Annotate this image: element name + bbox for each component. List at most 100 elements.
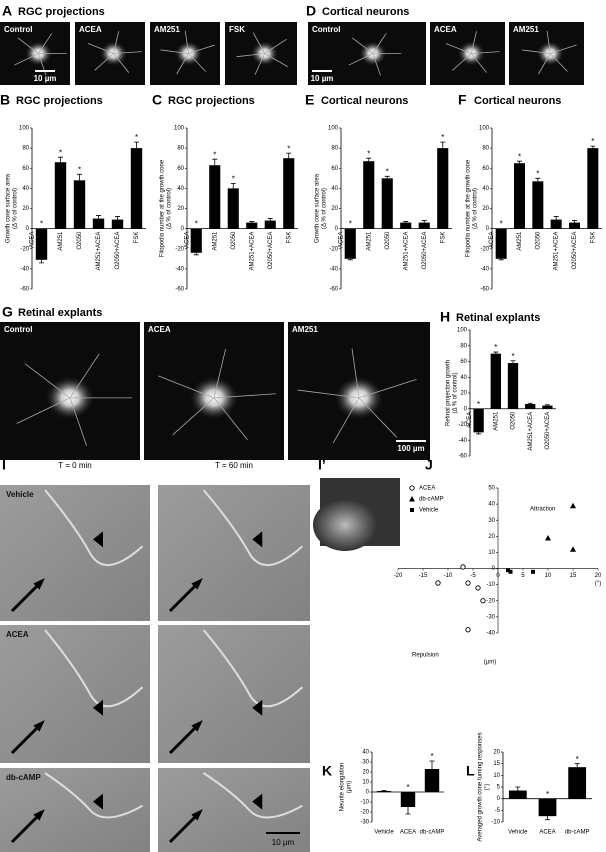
- neurite: [188, 44, 215, 54]
- y-tick-label: 100: [457, 328, 468, 334]
- neurite: [176, 53, 189, 75]
- column-header: T = 0 min: [58, 461, 91, 470]
- error-bar: [510, 360, 516, 364]
- y-tick-label: -10: [491, 820, 500, 826]
- scale-label: 100 µm: [397, 444, 424, 453]
- scale-label: 10 µm: [272, 838, 295, 847]
- y-tick-label: 60: [482, 166, 489, 172]
- error-bar: [403, 221, 409, 223]
- bar: [400, 222, 412, 229]
- image-label: ACEA: [434, 25, 457, 34]
- bar: [54, 162, 67, 229]
- neurite: [160, 49, 189, 54]
- error-bar: [267, 218, 273, 221]
- y-axis-label: (µm): [484, 660, 496, 666]
- y-axis-label: (Δ % of control): [322, 188, 328, 229]
- neurite: [452, 53, 472, 71]
- point: [545, 534, 551, 541]
- neurite: [332, 397, 360, 444]
- neurite: [549, 53, 568, 72]
- x-tick-label: O2050: [231, 231, 237, 250]
- y-tick-label: 80: [22, 146, 29, 152]
- panel-title: Retinal explants: [18, 307, 102, 319]
- x-tick-label: AM251+ACEA: [96, 232, 102, 271]
- image-label: AM251: [513, 25, 539, 34]
- x-tick-label: AM251+ACEA: [403, 232, 409, 271]
- error-bar: [515, 786, 521, 791]
- significance: *: [430, 752, 433, 761]
- y-tick-label: 15: [493, 761, 500, 767]
- y-tick-label: -40: [458, 438, 467, 444]
- significance: *: [546, 790, 549, 799]
- x-tick-label: ACEA: [338, 232, 344, 248]
- y-tick-label: 60: [22, 166, 29, 172]
- x-tick-label: AM251: [212, 231, 218, 251]
- column-header: T = 60 min: [215, 461, 253, 470]
- y-tick-label: -20: [329, 246, 338, 252]
- bar: [437, 148, 449, 229]
- y-tick-label: 100: [174, 126, 185, 132]
- bar: [400, 792, 416, 807]
- image-label: FSK: [229, 25, 245, 34]
- neuron: [44, 772, 143, 819]
- bar: [246, 222, 258, 229]
- significance: *: [406, 783, 409, 792]
- y-axis-label: Growth cone surface area: [6, 173, 12, 243]
- neurite: [38, 33, 53, 54]
- neurite: [546, 30, 551, 54]
- y-tick-label: -60: [480, 287, 489, 293]
- y-tick-label: 20: [177, 206, 184, 212]
- bar: [507, 363, 519, 409]
- row-label: db-cAMP: [6, 773, 41, 782]
- error-bar: [381, 790, 387, 791]
- x-tick-label: -20: [394, 573, 403, 579]
- arrowhead-marker: [93, 699, 103, 716]
- neurite: [358, 397, 398, 438]
- panel-letter: I: [2, 457, 6, 473]
- y-tick-label: 0: [366, 790, 370, 796]
- x-tick-label: O2050: [385, 231, 391, 250]
- y-tick-label: -10: [360, 800, 369, 806]
- image-label: Control: [4, 25, 32, 34]
- y-axis-label: Filopodia number at the growth cone: [160, 159, 166, 257]
- neuron: [203, 772, 303, 819]
- legend-marker: [410, 508, 414, 512]
- y-tick-label: -40: [175, 266, 184, 272]
- neurite: [470, 53, 487, 73]
- point: [531, 569, 535, 574]
- x-tick-label: AM251: [517, 231, 523, 251]
- y-tick-label: 0: [497, 796, 501, 802]
- scale-label: 10 µm: [311, 74, 334, 83]
- neuron: [44, 489, 144, 567]
- neurite: [94, 53, 114, 71]
- significance: *: [591, 137, 594, 146]
- significance: *: [40, 220, 43, 229]
- significance: *: [477, 400, 480, 409]
- y-tick-label: 10: [488, 550, 495, 556]
- y-axis-label: (°): [485, 784, 491, 790]
- neurite: [264, 38, 287, 54]
- y-tick-label: 10: [493, 773, 500, 779]
- image-label: ACEA: [79, 25, 102, 34]
- significance: *: [441, 133, 444, 142]
- point: [508, 569, 513, 574]
- bar: [227, 188, 239, 229]
- bar: [569, 222, 580, 229]
- significance: *: [367, 149, 370, 158]
- error-bar: [590, 145, 596, 149]
- significance: *: [78, 165, 81, 174]
- y-tick-label: 100: [479, 126, 490, 132]
- neurite: [264, 53, 288, 67]
- bar: [363, 161, 375, 229]
- x-tick-label: ACEA: [29, 232, 35, 248]
- y-tick-label: 100: [19, 126, 30, 132]
- neurite: [348, 53, 374, 66]
- point: [465, 580, 471, 586]
- panel-letter: J: [425, 457, 433, 473]
- arrow-head: [191, 720, 203, 732]
- arrow-head: [191, 578, 203, 590]
- dic-image: [0, 768, 150, 852]
- error-bar: [115, 216, 120, 220]
- x-tick-label: 15: [570, 573, 577, 579]
- arrowhead-marker: [252, 699, 263, 716]
